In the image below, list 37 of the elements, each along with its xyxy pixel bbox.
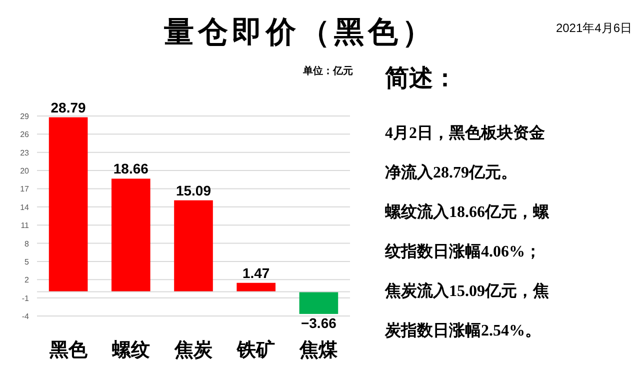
y-tick-label: 29 bbox=[20, 112, 30, 121]
data-label: 1.47 bbox=[242, 264, 270, 281]
data-label: −3.66 bbox=[300, 314, 337, 331]
text: 炭指数日涨幅2.54%。 bbox=[384, 322, 541, 340]
y-tick-label: 20 bbox=[20, 166, 30, 176]
bar bbox=[299, 292, 338, 314]
x-tick-label: 螺纹 bbox=[110, 339, 150, 361]
chart-title: 量仓即价（黑色） bbox=[164, 16, 436, 49]
data-label: 15.09 bbox=[176, 182, 212, 198]
text: 焦炭流入15.09亿元，焦 bbox=[384, 281, 549, 300]
bar bbox=[111, 178, 150, 292]
text: 简述： bbox=[384, 65, 457, 92]
text: 4月2日，黑色板块资金 bbox=[385, 124, 545, 142]
bar bbox=[236, 282, 276, 292]
y-tick-label: 23 bbox=[20, 148, 30, 158]
text: 螺纹流入18.66亿元，螺 bbox=[384, 202, 550, 221]
y-axis-title: 单位：亿元 bbox=[302, 65, 353, 77]
text: 纹指数日涨幅4.06%； bbox=[384, 242, 541, 260]
x-tick-label: 焦炭 bbox=[174, 339, 214, 361]
y-tick-label: -1 bbox=[22, 294, 30, 303]
y-tick-label: -4 bbox=[22, 312, 30, 321]
bar bbox=[174, 200, 213, 292]
y-tick-label: 14 bbox=[20, 202, 30, 212]
x-tick-label: 铁矿 bbox=[236, 339, 276, 361]
y-tick-label: 2 bbox=[24, 276, 30, 285]
y-tick-label: 17 bbox=[20, 184, 30, 194]
bar bbox=[48, 117, 88, 292]
text: 净流入28.79亿元。 bbox=[385, 162, 517, 182]
y-tick-label: 8 bbox=[24, 239, 30, 248]
y-tick-label: 5 bbox=[24, 257, 30, 266]
text: 2021年4月6日 bbox=[556, 21, 632, 35]
data-label: 18.66 bbox=[113, 160, 149, 177]
x-tick-label: 黑色 bbox=[48, 340, 88, 361]
x-tick-label: 焦煤 bbox=[298, 339, 339, 361]
y-tick-label: 11 bbox=[20, 221, 30, 230]
y-tick-label: 26 bbox=[20, 130, 30, 140]
data-label: 28.79 bbox=[50, 99, 86, 116]
